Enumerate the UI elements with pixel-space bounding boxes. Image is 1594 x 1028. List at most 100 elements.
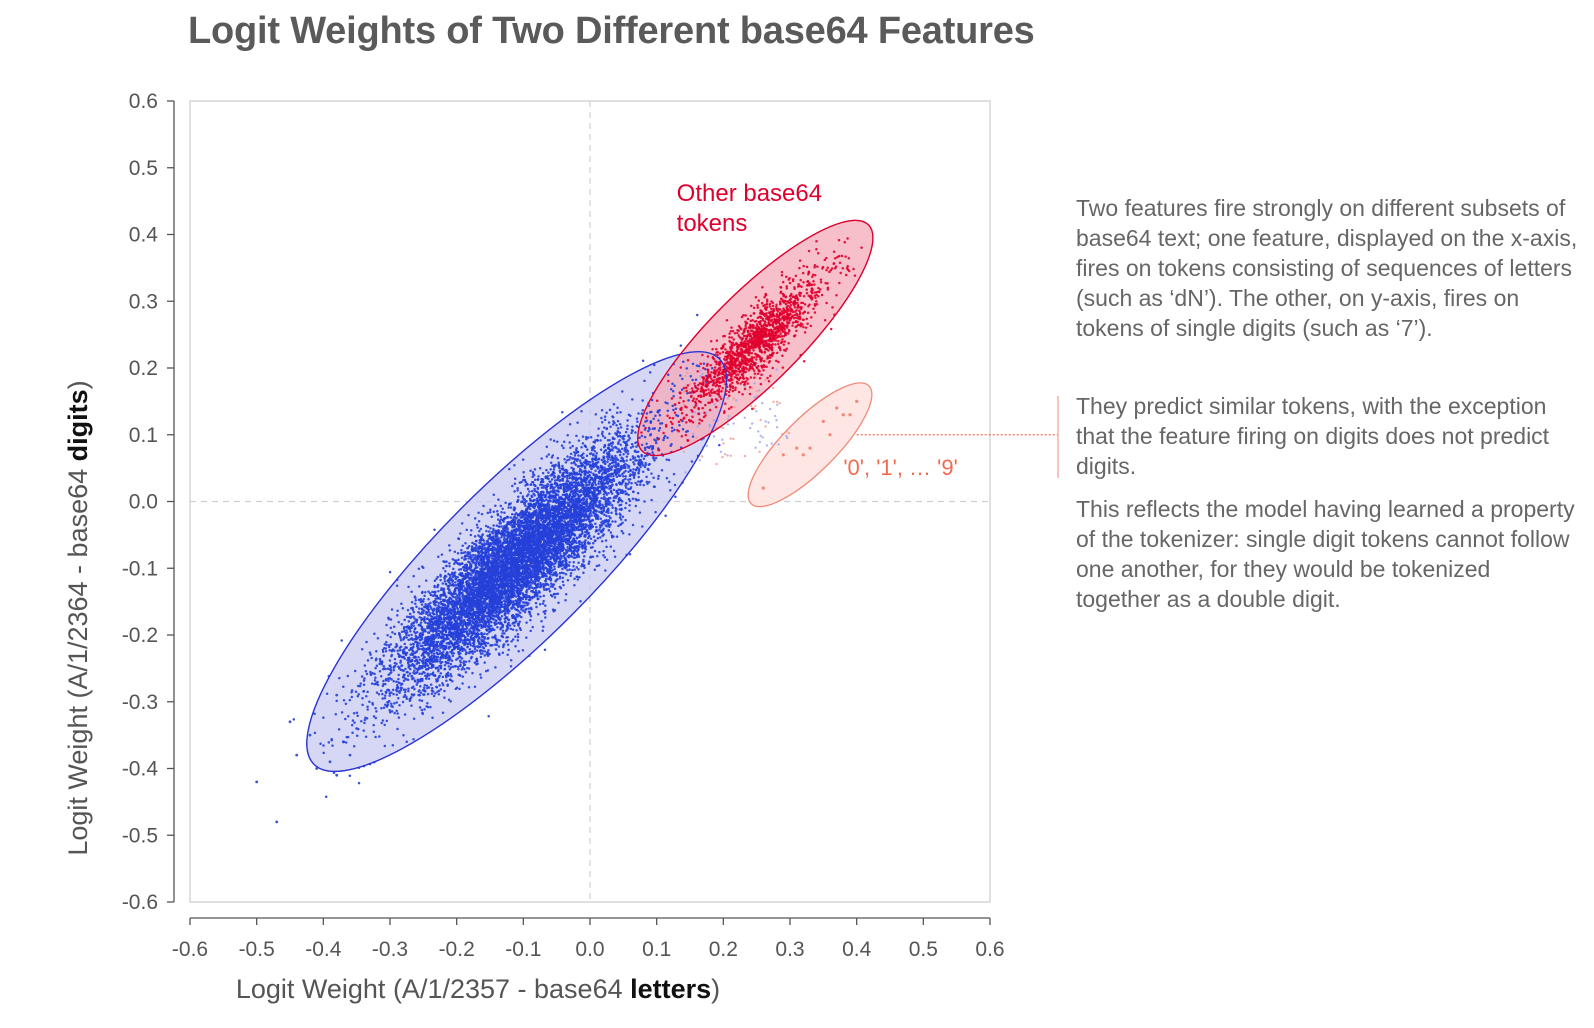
letters-token-point — [398, 703, 401, 707]
letters-token-point — [390, 702, 393, 706]
letters-token-point — [383, 694, 387, 697]
letters-token-point — [603, 466, 606, 469]
letters-token-point — [532, 524, 536, 527]
transition-point — [785, 434, 788, 438]
letters-token-point — [292, 718, 296, 721]
transition-point — [751, 422, 754, 425]
transition-point — [684, 374, 687, 378]
letters-token-point — [479, 673, 482, 676]
letters-token-point — [625, 459, 628, 462]
letters-token-point — [588, 534, 591, 538]
letters-token-point — [530, 494, 533, 498]
letters-token-point — [542, 594, 546, 598]
letters-token-point — [624, 490, 627, 493]
letters-token-point — [566, 579, 570, 582]
letters-token-point — [654, 439, 658, 442]
letters-token-point — [600, 409, 604, 412]
letters-token-point — [666, 373, 670, 376]
transition-point — [735, 399, 738, 402]
letters-token-point — [388, 648, 391, 652]
letters-token-point — [527, 594, 531, 598]
letters-token-point — [636, 420, 639, 423]
letters-token-point — [666, 402, 669, 405]
letters-token-point — [496, 625, 499, 629]
letters-token-point — [616, 501, 620, 504]
transition-point — [764, 425, 767, 428]
letters-token-point — [538, 602, 542, 606]
letters-token-point — [594, 522, 597, 526]
letters-token-point — [402, 695, 406, 699]
letters-token-point — [402, 638, 405, 641]
letters-token-point — [604, 539, 608, 542]
letters-token-point — [566, 476, 569, 480]
letters-token-point — [357, 781, 361, 785]
letters-token-point — [666, 409, 670, 413]
letters-token-point — [609, 501, 612, 505]
letters-token-point — [652, 476, 655, 479]
letters-token-point — [561, 464, 564, 468]
transition-point — [726, 454, 729, 457]
letters-token-point — [449, 672, 452, 676]
letters-token-point — [702, 362, 706, 365]
letters-token-point — [541, 582, 545, 586]
letters-token-point — [487, 622, 491, 626]
letters-token-point — [522, 475, 526, 479]
letters-token-point — [473, 685, 477, 688]
transition-point — [721, 438, 724, 441]
letters-token-point — [366, 708, 369, 711]
letters-token-point — [545, 468, 548, 472]
letters-token-point — [443, 689, 446, 693]
letters-token-point — [374, 735, 377, 739]
letters-token-point — [484, 524, 488, 528]
letters-token-point — [442, 650, 445, 654]
letters-token-point — [443, 696, 446, 699]
letters-token-point — [439, 657, 442, 661]
letters-token-point — [420, 607, 424, 611]
letters-token-point — [421, 712, 424, 716]
letters-token-point — [562, 571, 565, 575]
letters-token-point — [577, 454, 580, 457]
letters-token-point — [509, 516, 513, 519]
letters-token-point — [422, 686, 426, 690]
letters-token-point — [338, 676, 341, 680]
transition-point — [754, 404, 757, 408]
letters-token-point — [457, 558, 460, 562]
letters-token-point — [448, 562, 451, 565]
letters-token-point — [413, 669, 416, 672]
letters-token-point — [598, 510, 601, 514]
letters-token-point — [549, 499, 552, 503]
transition-point — [726, 423, 730, 426]
letters-token-point — [627, 413, 631, 417]
letters-token-point — [435, 600, 438, 604]
letters-token-point — [355, 711, 359, 714]
letters-token-point — [502, 643, 506, 646]
letters-token-point — [595, 564, 599, 568]
transition-point — [699, 369, 702, 372]
letters-token-point — [488, 510, 492, 514]
letters-token-point — [553, 479, 557, 482]
transition-point — [757, 430, 760, 433]
transition-point — [727, 415, 730, 418]
letters-token-point — [420, 708, 424, 712]
letters-token-point — [411, 608, 415, 612]
letters-token-point — [605, 455, 609, 458]
letters-token-point — [400, 630, 404, 633]
letters-token-point — [569, 574, 572, 578]
letters-token-point — [640, 443, 644, 447]
letters-token-point — [628, 509, 631, 513]
letters-token-point — [596, 554, 599, 558]
letters-token-point — [437, 629, 441, 633]
letters-token-point — [533, 468, 537, 471]
letters-token-point — [587, 562, 590, 566]
letters-token-point — [612, 499, 616, 502]
letters-token-point — [516, 635, 520, 639]
letters-token-point — [697, 364, 701, 368]
letters-token-point — [494, 504, 497, 507]
letters-token-point — [436, 575, 439, 579]
letters-token-point — [608, 462, 612, 466]
letters-token-point — [670, 426, 674, 430]
letters-token-point — [558, 478, 561, 482]
letters-token-point — [418, 706, 422, 709]
letters-token-point — [579, 473, 583, 476]
letters-token-point — [564, 593, 568, 596]
